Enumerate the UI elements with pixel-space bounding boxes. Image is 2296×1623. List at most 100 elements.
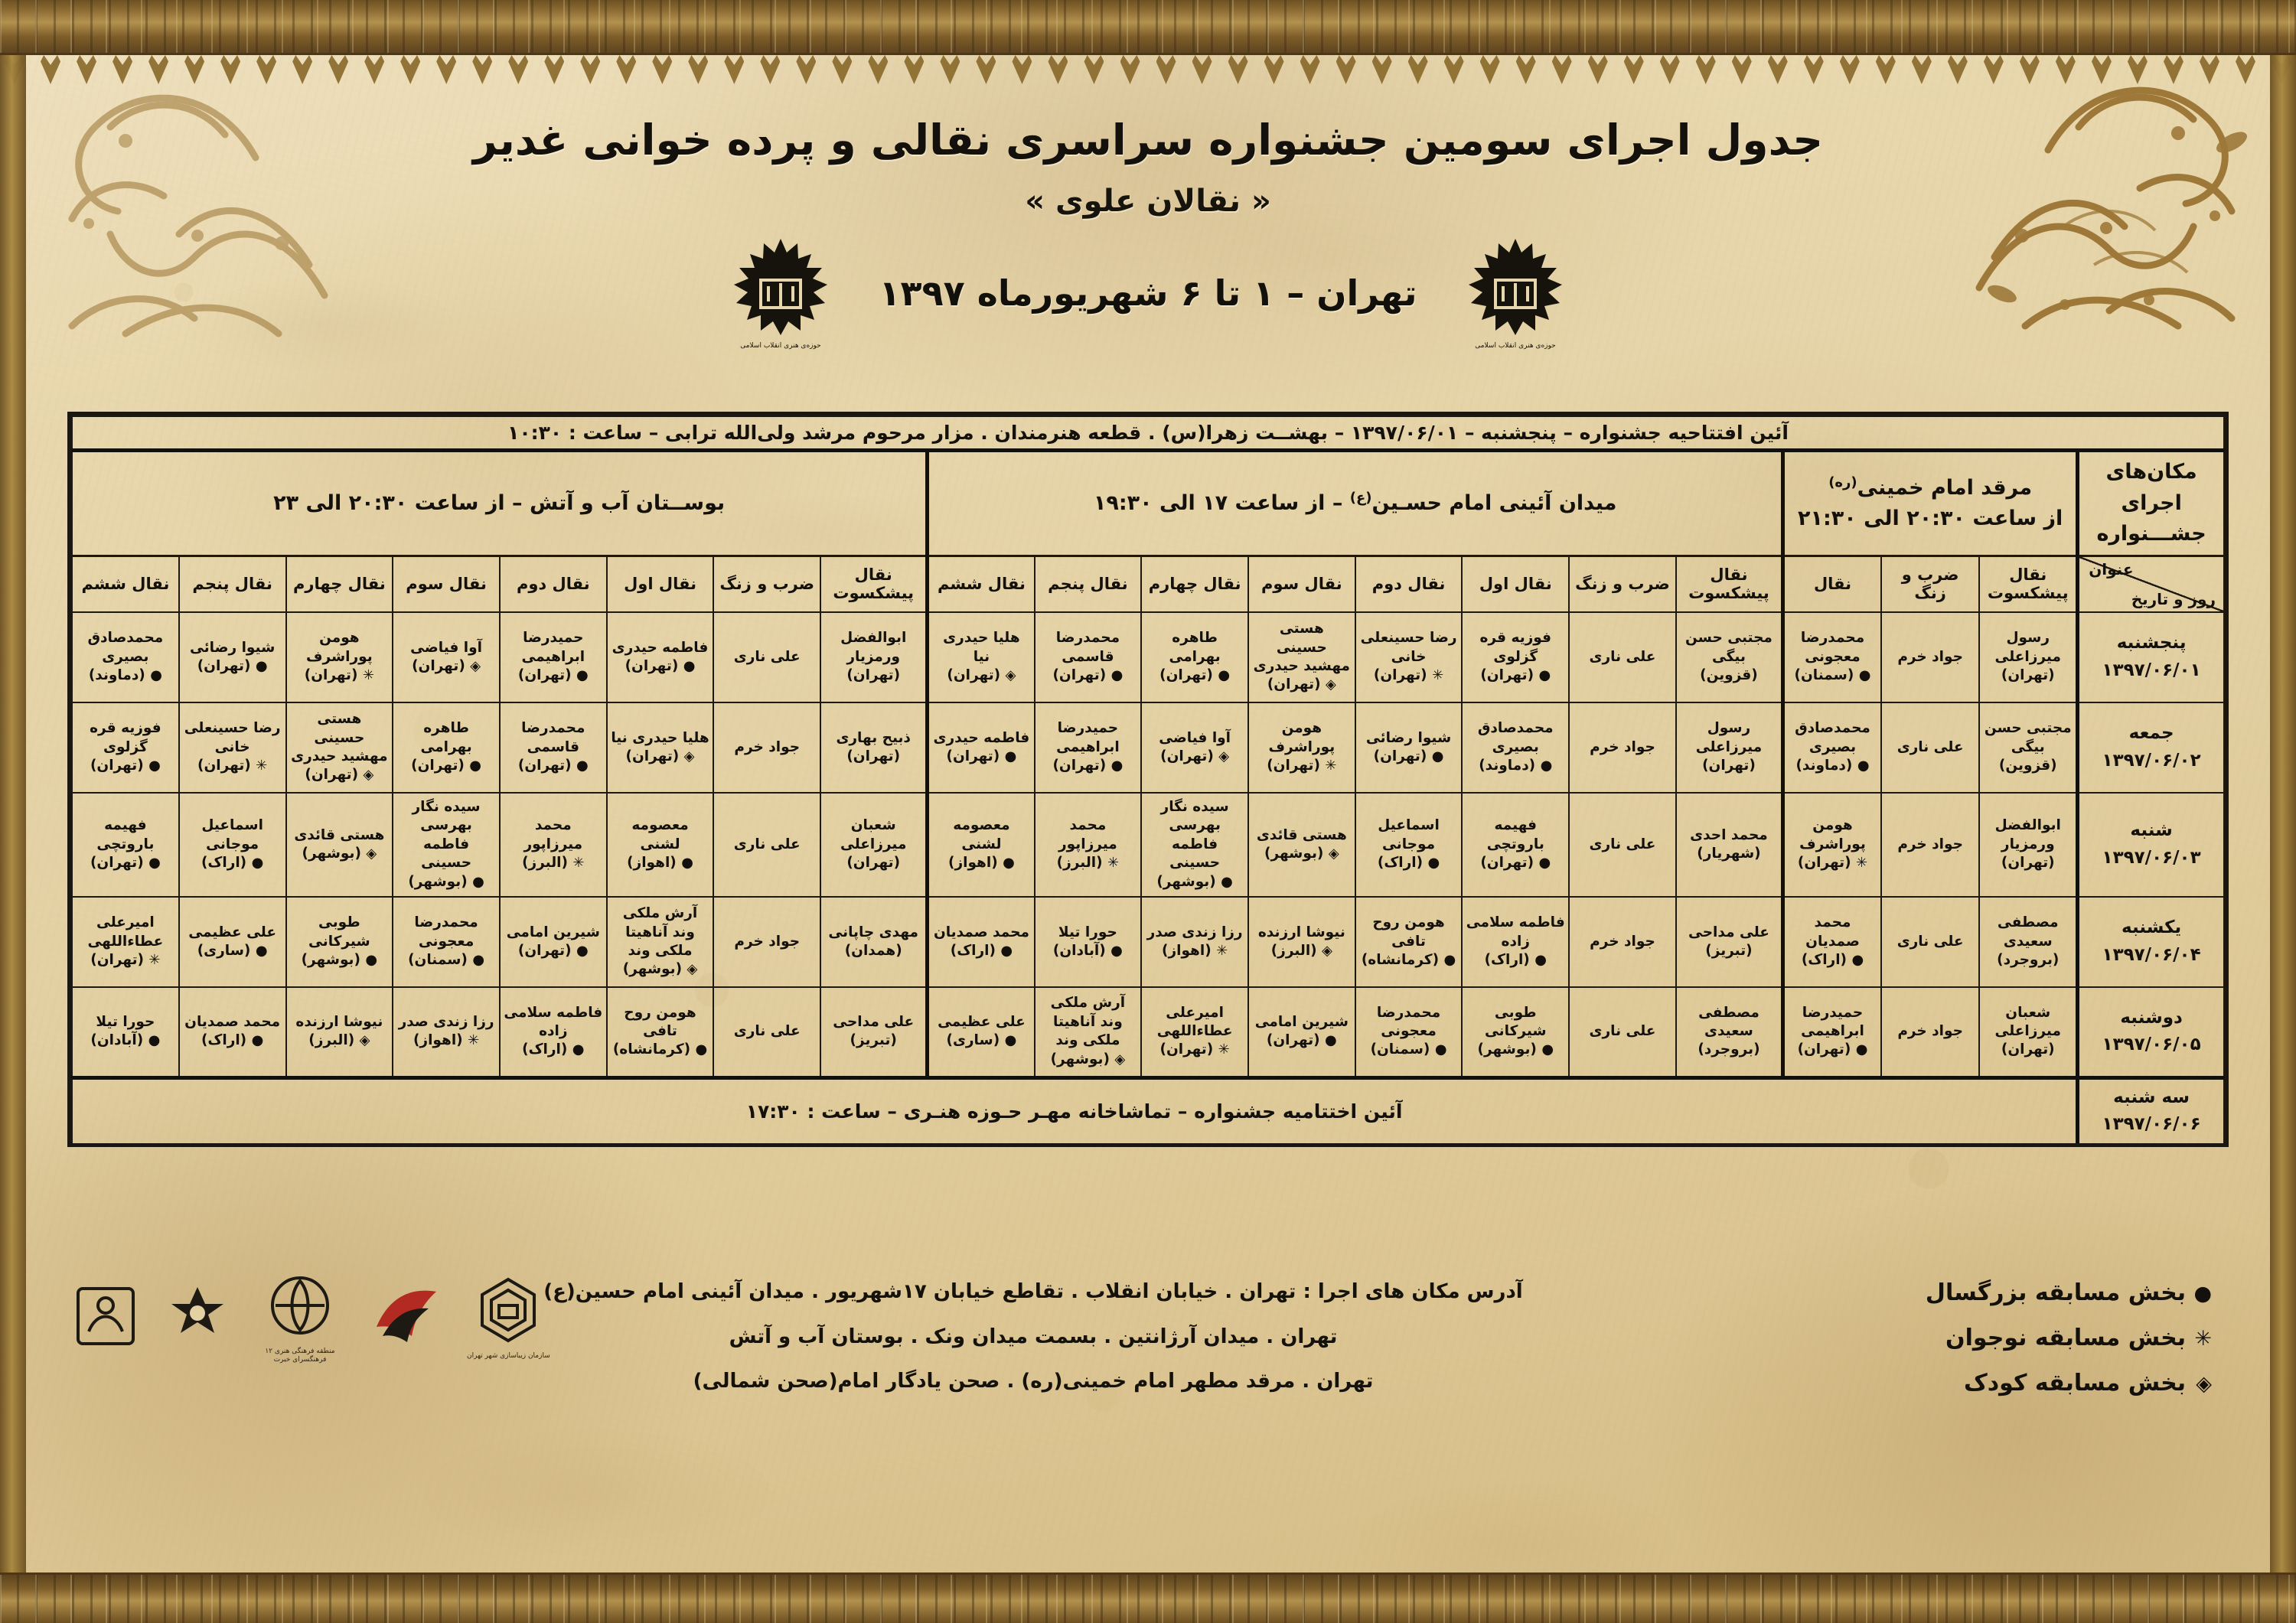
section-marker: ✳ [362, 667, 374, 684]
competition-section-legend: ● بخش مسابقه بزرگسال ✳ بخش مسابقه نوجوان ◈ بخ… [1926, 1279, 2212, 1415]
perf-hossein-r5-c3: طوبی شیرکانی ● (بوشهر) [1461, 986, 1570, 1079]
perf-khomeini-r4-c2: علی ناری [1880, 896, 1981, 989]
perf-abatash-r5-c5: رزا زندی صدر ✳ (اهواز) [392, 986, 501, 1079]
column-header-hossein-8: نقال ششم [925, 555, 1035, 613]
perf-hossein-r1-c4: رضا حسینعلی خانی ✳ (تهران) [1354, 611, 1463, 703]
perf-hossein-r4-c8: محمد صمدیان ● (اراک) [925, 896, 1035, 989]
column-header-hossein-3: نقال اول [1461, 555, 1570, 613]
perf-hossein-r5-c4: محمدرضا معجونی ● (سمنان) [1354, 986, 1463, 1079]
legend-item-1: ● بخش مسابقه بزرگسال [1926, 1279, 2212, 1306]
column-header-khomeini-3: نقال [1781, 555, 1882, 613]
seal-caption: حوزه‌ی هنری انقلاب اسلامی [1475, 342, 1556, 350]
perf-hossein-r4-c1: علی مداحی (تبریز) [1675, 896, 1784, 989]
perf-hossein-r1-c6: طاهره بهرامی ● (تهران) [1140, 611, 1249, 703]
perf-abatash-r2-c3: هلیا حیدری نیا ◈ (تهران) [605, 702, 715, 794]
day-date-cell: دوشنبه ۱۳۹۷/۰۶/۰۵ [2076, 986, 2226, 1079]
section-marker: ● [1221, 873, 1233, 890]
section-marker: ◈ [683, 748, 695, 764]
section-marker: ● [1218, 667, 1231, 684]
sponsor-caption: منطقه فرهنگی هنری ۱۲ فرهنگسرای خبرت [265, 1348, 335, 1364]
legend-label: بخش مسابقه کودک [1964, 1370, 2186, 1396]
section-marker: ● [251, 1032, 264, 1049]
section-marker: ◈ [1322, 943, 1332, 960]
perf-hossein-r1-c7: محمدرضا قاسمی ● (تهران) [1033, 611, 1143, 703]
section-marker: ✳ [572, 855, 585, 872]
perf-hossein-r5-c7: آرش ملکی وند آناهیتا ملکی وند ◈ (بوشهر) [1033, 986, 1143, 1079]
perf-abatash-r2-c2: جواد خرم [713, 702, 822, 794]
perf-abatash-r4-c5: محمدرضا معجونی ● (سمنان) [392, 896, 501, 989]
perf-hossein-r2-c2: جواد خرم [1568, 702, 1677, 794]
column-header-hossein-2: ضرب و زنگ [1568, 555, 1677, 613]
section-marker: ● [1325, 1032, 1337, 1049]
day-date: ۱۳۹۷/۰۶/۰۳ [2102, 848, 2201, 869]
perf-hossein-r5-c6: امیرعلی عطاءاللهی ✳ (تهران) [1140, 986, 1249, 1079]
perf-khomeini-r3-c3: هومن پوراشرف ✳ (تهران) [1781, 791, 1882, 898]
perf-abatash-r4-c7: علی عظیمی ● (ساری) [178, 896, 287, 989]
section-marker: ● [1540, 758, 1553, 774]
perf-khomeini-r5-c2: جواد خرم [1880, 986, 1981, 1079]
section-marker: ◈ [1325, 676, 1336, 693]
table-row: شنبه ۱۳۹۷/۰۶/۰۳ ابوالفضل ورمزیار (تهران) جوا… [71, 791, 2226, 898]
sponsor-logo-1: سازمان زیباسازی شهر تهران [467, 1275, 550, 1361]
section-marker: ◈ [470, 658, 481, 674]
section-marker: ● [472, 873, 484, 890]
address-line-2: تهران . میدان آرژانتین . بسمت میدان ونک … [729, 1325, 1338, 1348]
section-marker: ✳ [256, 758, 268, 774]
perf-abatash-r5-c3: هومن روح تافی ● (کرمانشاه) [605, 986, 715, 1079]
perf-hossein-r3-c7: محمد میرزاپور ✳ (البرز) [1033, 791, 1143, 898]
corner-title-label: عنوان [2089, 559, 2134, 578]
poster-subtitle: « نقالان علوی » [1025, 184, 1271, 219]
table-row: دوشنبه ۱۳۹۷/۰۶/۰۵ شعبان میرزاعلی (تهران) جوا… [71, 986, 2226, 1079]
perf-hossein-r1-c8: هلیا حیدری نیا ◈ (تهران) [925, 611, 1035, 703]
perf-hossein-r3-c3: فهیمه باروتچی ● (تهران) [1461, 791, 1570, 898]
perf-hossein-r2-c6: آوا فیاضی ◈ (تهران) [1140, 702, 1249, 794]
section-marker: ◈ [363, 767, 374, 784]
perf-hossein-r1-c3: فوزیه قره گزلوی ● (تهران) [1461, 611, 1570, 703]
fringe-ornament [0, 55, 2296, 90]
date-and-seals-row: حوزه‌ی هنری انقلاب اسلامی تهران – ۱ تا ۶… [0, 236, 2296, 350]
perf-abatash-r3-c5: سیده نگار بهرسی فاطمه حسینی ● (بوشهر) [392, 791, 501, 898]
section-marker: ✳ [1325, 758, 1337, 774]
day-date: ۱۳۹۷/۰۶/۰۴ [2102, 945, 2201, 966]
perf-abatash-r3-c3: معصومه لشنی ● (اهواز) [605, 791, 715, 898]
day-date-cell: پنجشنبه ۱۳۹۷/۰۶/۰۱ [2076, 611, 2226, 703]
section-marker: ● [1538, 855, 1551, 872]
perf-abatash-r1-c4: حمیدرضا ابراهیمی ● (تهران) [498, 611, 608, 703]
perf-abatash-r2-c5: طاهره بهرامی ● (تهران) [392, 702, 501, 794]
venue-addresses: آدرس مکان های اجرا : تهران . خیابان انقل… [0, 1279, 2296, 1414]
perf-abatash-r4-c3: آرش ملکی وند آناهیتا ملکی وند ◈ (بوشهر) [605, 896, 715, 989]
column-header-hossein-7: نقال پنجم [1033, 555, 1143, 613]
day-name: جمعه [2128, 723, 2174, 744]
section-marker: ● [365, 952, 378, 969]
perf-abatash-r2-c4: محمدرضا قاسمی ● (تهران) [498, 702, 608, 794]
closing-day-date-cell: سه شنبه ۱۳۹۷/۰۶/۰۶ [2076, 1075, 2226, 1143]
section-marker: ● [1431, 748, 1444, 764]
hozeh-honari-seal-right: حوزه‌ی هنری انقلاب اسلامی [727, 236, 834, 350]
perf-abatash-r4-c1: مهدی چاپانی (همدان) [820, 896, 928, 989]
section-marker: ● [683, 658, 696, 674]
section-marker: ✳ [1216, 943, 1228, 960]
opening-ceremony-text: آئین افتتاحیه جشنواره – پنجشنبه – ۱۳۹۷/۰… [71, 416, 2225, 452]
venue-header-1: مرقد امام خمینی(ره) از ساعت ۲۰:۳۰ الی ۲۱:… [1781, 449, 2079, 557]
perf-abatash-r2-c7: رضا حسینعلی خانی ✳ (تهران) [178, 702, 287, 794]
perf-hossein-r2-c5: هومن پوراشرف ✳ (تهران) [1247, 702, 1356, 794]
section-marker: ● [1858, 667, 1871, 684]
perf-khomeini-r2-c1: مجتبی حسن بیگی (قزوین) [1978, 702, 2079, 794]
perf-abatash-r3-c6: هستی قائدی ◈ (بوشهر) [285, 791, 394, 898]
sponsor-caption: سازمان زیباسازی شهر تهران [467, 1351, 550, 1360]
column-header-hossein-4: نقال دوم [1354, 555, 1463, 613]
section-marker: ● [1855, 1041, 1868, 1058]
perf-hossein-r3-c8: معصومه لشنی ● (اهواز) [925, 791, 1035, 898]
day-date: ۱۳۹۷/۰۶/۰۵ [2102, 1035, 2201, 1055]
perf-hossein-r4-c5: نیوشا ارزنده ◈ (البرز) [1247, 896, 1356, 989]
section-marker: ● [255, 658, 268, 674]
section-marker: ● [572, 1041, 585, 1058]
day-name: یکشنبه [2122, 917, 2182, 938]
perf-abatash-r5-c8: حورا تیلا ● (آبادان) [71, 986, 180, 1079]
perf-khomeini-r1-c3: محمدرضا معجونی ● (سمنان) [1781, 611, 1882, 703]
perf-khomeini-r5-c1: شعبان میرزاعلی (تهران) [1978, 986, 2079, 1079]
column-header-abatash-7: نقال پنجم [178, 555, 287, 613]
column-header-abatash-6: نقال چهارم [285, 555, 394, 613]
section-marker: ● [1434, 1041, 1447, 1058]
perf-khomeini-r3-c2: جواد خرم [1880, 791, 1981, 898]
